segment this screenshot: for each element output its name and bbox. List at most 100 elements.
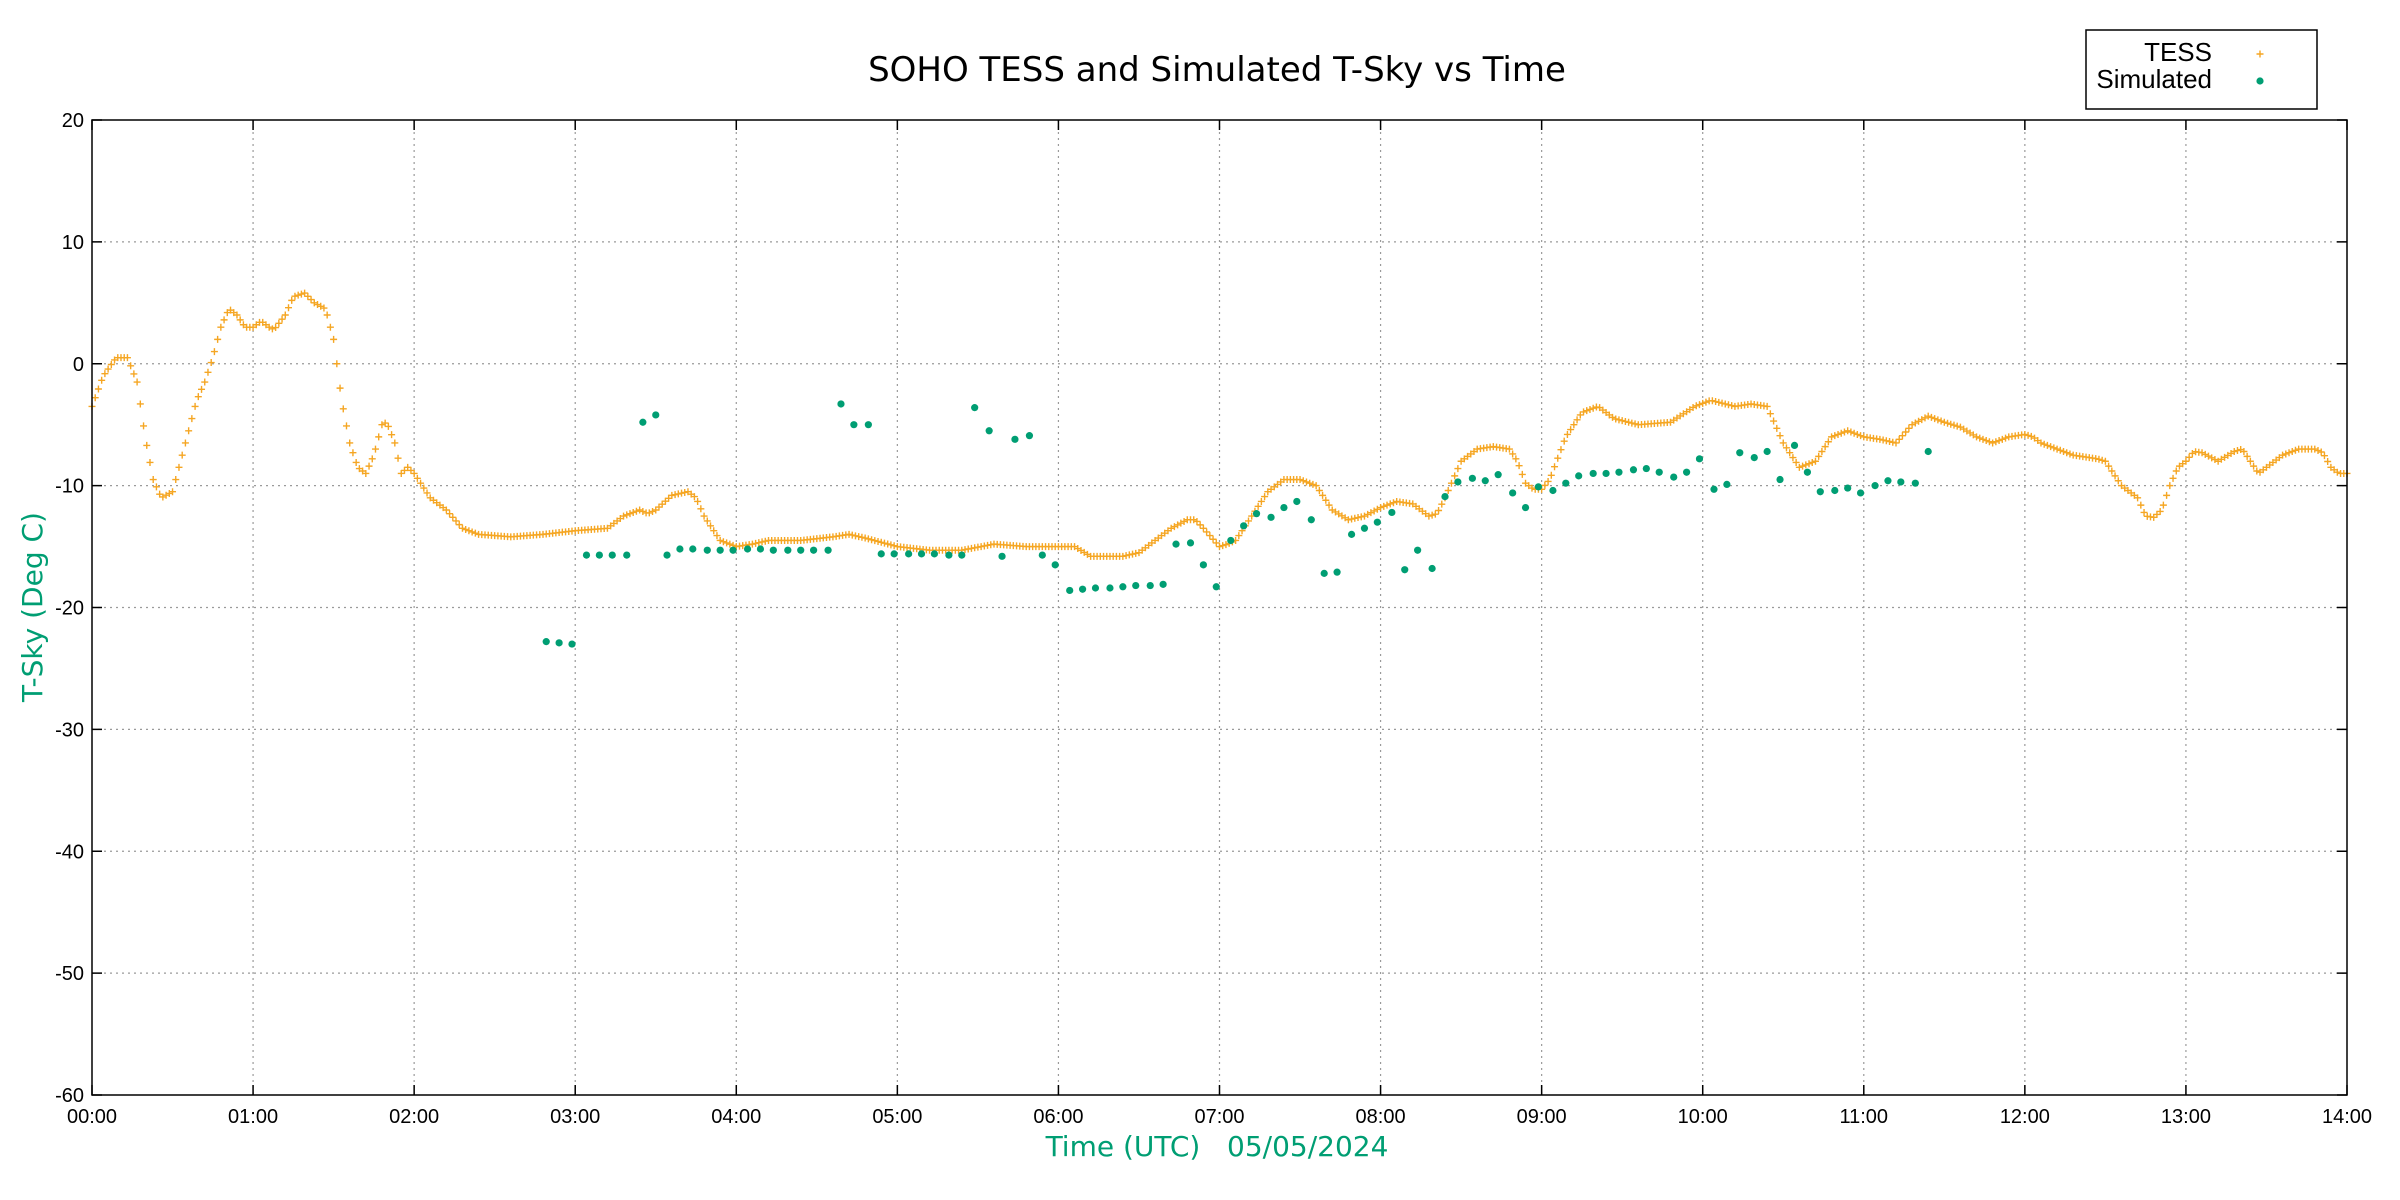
tess-point bbox=[1631, 420, 1639, 428]
y-tick-label: -40 bbox=[55, 841, 84, 863]
y-tick-label: -30 bbox=[55, 719, 84, 741]
x-tick-label: 02:00 bbox=[389, 1106, 439, 1128]
simulated-point bbox=[1441, 492, 1449, 501]
tess-point bbox=[2246, 457, 2254, 465]
tess-point bbox=[1924, 412, 1932, 420]
tess-point bbox=[1989, 439, 1997, 447]
y-tick-label: 0 bbox=[73, 354, 84, 376]
simulated-point bbox=[1091, 584, 1100, 592]
tess-point bbox=[188, 415, 196, 423]
tess-point bbox=[394, 454, 402, 462]
tess-point bbox=[368, 455, 376, 463]
tess-point bbox=[2243, 452, 2251, 460]
tess-point bbox=[1976, 434, 1984, 442]
tess-point bbox=[107, 361, 115, 369]
tess-point bbox=[1779, 439, 1787, 447]
tess-point bbox=[1444, 487, 1452, 494]
simulated-point bbox=[958, 551, 966, 559]
plot-frame bbox=[91, 119, 2348, 1096]
tess-point bbox=[307, 296, 315, 304]
tess-point bbox=[716, 536, 724, 544]
tess-point bbox=[172, 476, 180, 484]
tess-point bbox=[101, 370, 109, 378]
tess-point bbox=[2185, 453, 2193, 461]
tess-point bbox=[1518, 470, 1526, 478]
tess-point bbox=[420, 484, 428, 492]
simulated-point bbox=[797, 546, 805, 554]
simulated-point bbox=[1146, 581, 1154, 590]
tess-point bbox=[1583, 407, 1591, 415]
tess-point bbox=[2250, 462, 2258, 470]
tess-point bbox=[1786, 449, 1794, 457]
x-tick-label: 05:00 bbox=[872, 1106, 922, 1128]
tess-point bbox=[1454, 465, 1462, 473]
tess-point bbox=[1544, 477, 1552, 485]
simulated-point bbox=[1454, 478, 1462, 486]
tess-point bbox=[2291, 446, 2299, 454]
x-tick-label: 11:00 bbox=[1839, 1106, 1888, 1128]
tess-point bbox=[1386, 500, 1394, 508]
simulated-point bbox=[1038, 551, 1046, 559]
tess-point bbox=[1763, 402, 1771, 410]
tess-point bbox=[2256, 50, 2264, 58]
tess-point bbox=[1309, 480, 1317, 488]
tess-point bbox=[407, 466, 415, 474]
simulated-point bbox=[703, 546, 711, 554]
tess-point bbox=[623, 511, 631, 519]
tess-point bbox=[1934, 416, 1942, 424]
simulated-point bbox=[1293, 497, 1301, 506]
tess-point bbox=[632, 507, 640, 515]
tess-point bbox=[1847, 428, 1855, 436]
simulated-point bbox=[1911, 479, 1919, 487]
simulated-point bbox=[1723, 480, 1731, 489]
tess-point bbox=[471, 529, 479, 537]
tess-point bbox=[1438, 500, 1446, 508]
tess-point bbox=[442, 506, 450, 514]
tess-point bbox=[362, 469, 370, 477]
tess-point bbox=[417, 479, 425, 487]
simulated-point bbox=[582, 551, 591, 559]
tess-point bbox=[391, 439, 399, 447]
x-tick-label: 04:00 bbox=[711, 1106, 761, 1128]
tess-point bbox=[201, 378, 209, 386]
tess-point bbox=[2317, 448, 2325, 456]
tess-point bbox=[1312, 482, 1320, 490]
tess-point bbox=[1302, 478, 1310, 486]
tess-point bbox=[349, 449, 357, 457]
tess-point bbox=[462, 526, 470, 533]
tess-point bbox=[2056, 446, 2064, 454]
tess-point bbox=[2288, 448, 2296, 455]
tess-point bbox=[1589, 404, 1597, 412]
tess-point bbox=[851, 532, 859, 540]
simulated-point bbox=[1831, 486, 1839, 495]
tess-point bbox=[2114, 477, 2122, 485]
y-tick-label: 10 bbox=[62, 232, 84, 254]
simulated-point bbox=[1252, 510, 1261, 518]
tess-point bbox=[2159, 501, 2167, 509]
tess-point bbox=[697, 505, 705, 513]
tess-point bbox=[1824, 438, 1832, 446]
tess-point bbox=[1573, 416, 1581, 424]
tess-point bbox=[2169, 474, 2177, 482]
tess-point bbox=[468, 528, 476, 536]
tess-point bbox=[304, 292, 312, 300]
tess-point bbox=[690, 493, 698, 501]
tess-point bbox=[629, 508, 637, 516]
tess-point bbox=[140, 422, 148, 430]
tess-point bbox=[1782, 444, 1790, 452]
tess-point bbox=[1944, 419, 1952, 427]
tess-point bbox=[278, 315, 286, 323]
y-tick-label: -10 bbox=[55, 476, 84, 498]
tess-point bbox=[275, 319, 283, 327]
tess-point bbox=[868, 536, 876, 544]
tess-point bbox=[1563, 430, 1571, 438]
tess-point bbox=[169, 488, 177, 496]
simulated-point bbox=[1388, 508, 1396, 517]
legend: TESS Simulated bbox=[2085, 29, 2318, 110]
simulated-point bbox=[1710, 485, 1718, 493]
x-tick-label: 03:00 bbox=[550, 1106, 600, 1128]
simulated-point bbox=[1280, 503, 1288, 512]
tess-point bbox=[2101, 457, 2109, 465]
tess-point bbox=[1296, 476, 1304, 484]
simulated-point bbox=[890, 550, 898, 558]
